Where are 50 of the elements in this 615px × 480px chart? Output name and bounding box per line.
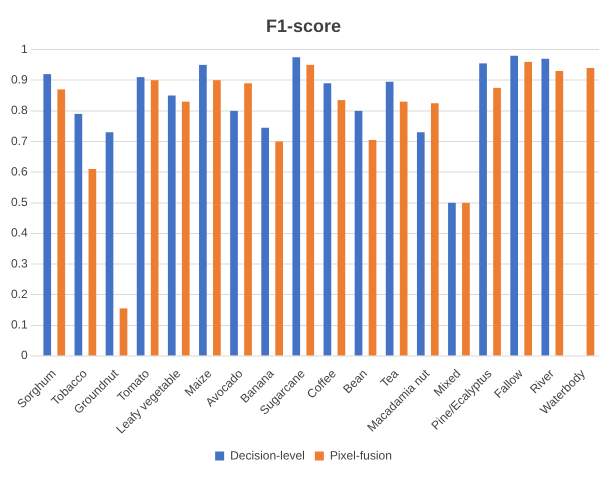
y-tick-label: 0.6	[10, 164, 28, 178]
legend-label: Decision-level	[230, 448, 305, 462]
bar	[136, 77, 144, 356]
bar	[493, 88, 501, 356]
y-tick-label: 0.3	[10, 256, 28, 270]
legend-label: Pixel-fusion	[330, 448, 392, 462]
bar	[524, 62, 532, 356]
bar	[386, 82, 394, 356]
bar	[74, 114, 82, 356]
y-tick-label: 0	[20, 348, 28, 362]
y-tick-label: 0.9	[10, 72, 28, 87]
bar	[57, 89, 66, 356]
y-tick-label: 0.4	[10, 226, 28, 240]
bar	[306, 64, 314, 356]
bar	[541, 58, 550, 356]
bar	[448, 202, 456, 356]
bar	[354, 110, 362, 356]
bar	[230, 110, 238, 356]
bar	[292, 57, 300, 356]
bar	[213, 80, 221, 356]
bar	[275, 141, 284, 356]
bar	[168, 96, 176, 356]
x-tick-label: Tea	[378, 366, 402, 390]
bar	[182, 102, 190, 356]
bar	[368, 140, 376, 356]
y-tick-label: 1	[20, 42, 28, 56]
bar	[150, 80, 158, 356]
bar	[106, 132, 114, 356]
bar	[479, 63, 487, 356]
y-tick-label: 0.8	[10, 103, 28, 118]
bar	[586, 68, 594, 356]
bar	[88, 169, 96, 356]
y-tick-label: 0.2	[10, 286, 28, 301]
bar	[199, 64, 207, 356]
bar	[416, 132, 425, 356]
y-tick-label: 0.5	[10, 195, 28, 210]
bar	[324, 83, 332, 356]
bar	[261, 128, 269, 356]
bar	[400, 102, 408, 356]
bar	[244, 83, 252, 356]
bar	[462, 202, 470, 356]
bar	[430, 103, 439, 356]
bar	[510, 56, 518, 356]
bar	[120, 308, 128, 356]
y-tick-label: 0.7	[10, 134, 28, 148]
bar	[43, 74, 52, 356]
bar	[338, 100, 346, 356]
y-tick-label: 0.1	[10, 318, 28, 332]
chart-title: F1-score	[266, 16, 342, 36]
bar	[555, 71, 564, 356]
